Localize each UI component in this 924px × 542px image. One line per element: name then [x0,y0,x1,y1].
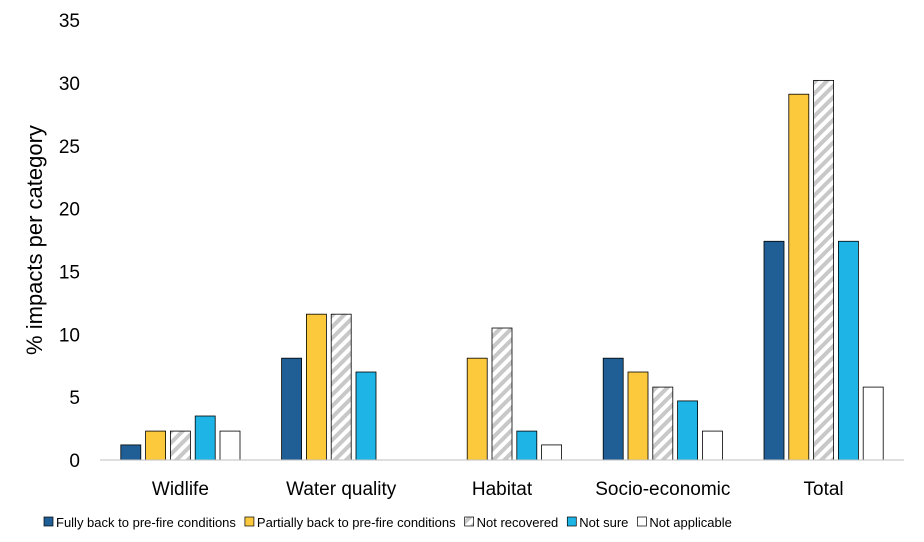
bar-not-applicable-widlife [219,430,241,461]
legend-label: Not sure [579,515,628,530]
bar-not-recovered-widlife [169,430,191,461]
bar-not-sure-habitat [516,430,538,461]
y-axis-ticks: 0 5 10 15 20 25 30 35 [59,11,80,472]
category-label: Water quality [286,479,397,500]
y-axis-label: % impacts per category [22,125,47,355]
y-tick-label: 0 [69,451,80,472]
bar-fully-back-to-pre-fire-conditions-water-quality [281,357,303,461]
bar-not-recovered-total [813,79,834,461]
category-labels: Widlife Water quality Habitat Socio-economi… [152,479,844,500]
y-tick-label: 35 [59,11,80,32]
bar-partially-back-to-pre-fire-conditions-habitat [466,357,488,461]
y-tick-label: 15 [59,262,80,283]
category-label: Habitat [472,479,533,500]
legend-swatch [566,516,577,527]
legend-swatch [43,516,54,527]
bar-not-applicable-habitat [541,444,562,461]
category-label: Socio-economic [595,479,730,500]
legend: Fully back to pre-fire conditions Partial… [43,515,732,530]
bar-not-sure-socio-economic [677,400,698,461]
bar-not-sure-total [838,240,859,461]
legend-label: Partially back to pre-fire conditions [257,515,456,530]
legend-swatch [637,516,647,527]
legend-label: Not recovered [477,515,559,530]
y-tick-label: 25 [59,137,80,158]
y-tick-label: 5 [69,388,80,409]
bar-partially-back-to-pre-fire-conditions-total [788,93,810,461]
y-tick-label: 20 [59,200,80,221]
bar-partially-back-to-pre-fire-conditions-widlife [145,430,167,461]
bar-not-recovered-water-quality [330,313,352,461]
legend-label: Not applicable [649,515,731,530]
bar-not-applicable-total [862,386,884,461]
category-label: Widlife [152,479,209,500]
bar-not-sure-water-quality [355,371,377,461]
category-label: Total [804,479,844,500]
legend-label: Fully back to pre-fire conditions [56,515,236,530]
bar-not-recovered-socio-economic [652,386,674,461]
y-tick-label: 30 [59,74,80,95]
legend-swatch [244,516,255,527]
bars [120,79,884,461]
bar-partially-back-to-pre-fire-conditions-water-quality [305,313,327,461]
bar-fully-back-to-pre-fire-conditions-widlife [120,444,142,461]
bar-not-recovered-habitat [491,327,513,461]
bar-partially-back-to-pre-fire-conditions-socio-economic [627,371,649,461]
legend-swatch [464,516,474,527]
bar-not-applicable-socio-economic [702,430,723,461]
bar-fully-back-to-pre-fire-conditions-socio-economic [602,357,624,461]
y-tick-label: 10 [59,325,80,346]
bar-fully-back-to-pre-fire-conditions-total [763,240,785,461]
bar-not-sure-widlife [194,415,216,461]
